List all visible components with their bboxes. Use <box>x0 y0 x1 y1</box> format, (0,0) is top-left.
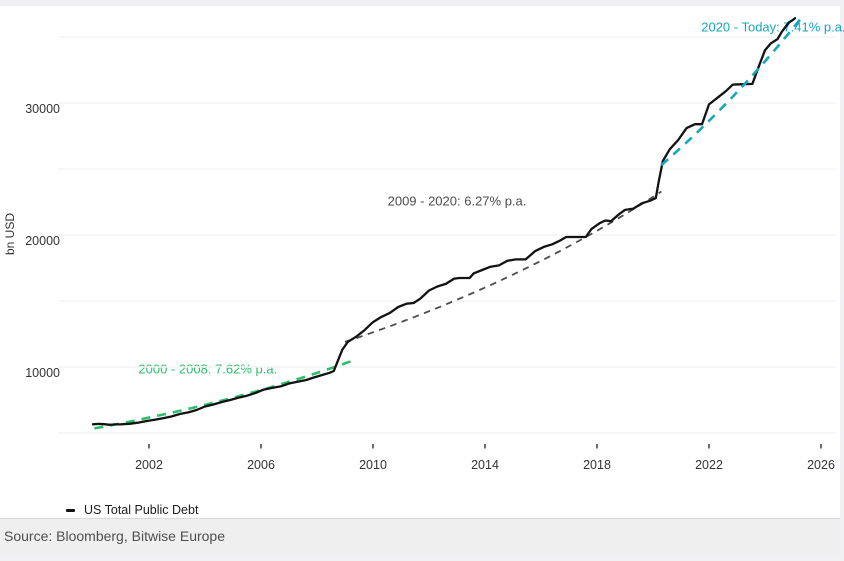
y-tick-label: 30000 <box>25 102 60 117</box>
trend-annotation: 2000 - 2008: 7.62% p.a. <box>138 361 278 377</box>
x-tick-label: 2006 <box>247 458 275 472</box>
trend-annotation: 2020 - Today: 7.41% p.a. <box>701 19 844 35</box>
legend: US Total Public Debt <box>66 503 198 517</box>
x-tick-label: 2022 <box>695 458 723 472</box>
y-tick-label: 20000 <box>25 234 60 249</box>
legend-series-label: US Total Public Debt <box>84 503 199 517</box>
chart-card: bn USD 10000 20000 30000 2002 2006 2010 2014 2… <box>0 6 844 555</box>
x-tick-label: 2018 <box>583 458 611 472</box>
x-tick-label: 2014 <box>471 458 499 472</box>
x-tick-label: 2002 <box>135 458 163 472</box>
x-tick-label: 2010 <box>359 458 387 472</box>
source-footer: Source: Bloomberg, Bitwise Europe <box>0 518 840 555</box>
source-text: Source: Bloomberg, Bitwise Europe <box>4 528 225 544</box>
x-tick-label: 2026 <box>807 458 835 472</box>
legend-line-marker-icon <box>66 508 75 512</box>
y-tick-label: 10000 <box>25 366 60 380</box>
trend-annotation: 2009 - 2020: 6.27% p.a. <box>387 193 527 209</box>
